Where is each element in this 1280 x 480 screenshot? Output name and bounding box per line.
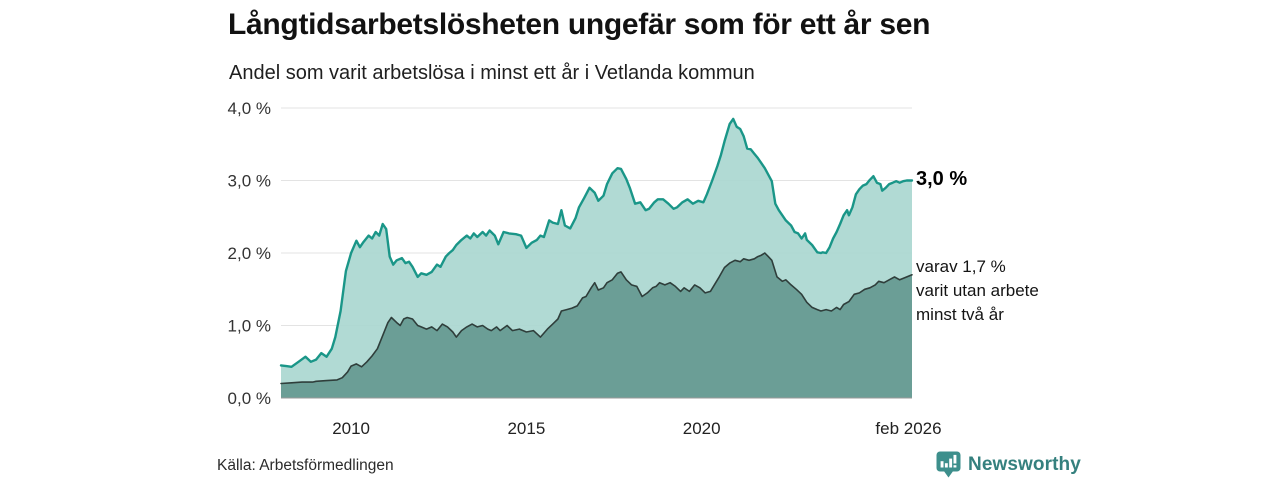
- newsworthy-bubble-chart-icon: [936, 451, 961, 478]
- x-tick-label: 2015: [507, 419, 545, 438]
- y-tick-label: 2,0 %: [228, 244, 271, 263]
- page-title: Långtidsarbetslösheten ungefär som för e…: [228, 8, 931, 41]
- x-tick-label: 2010: [332, 419, 370, 438]
- subset-annotation-line: varit utan arbete: [916, 281, 1039, 300]
- source-note: Källa: Arbetsförmedlingen: [217, 457, 394, 474]
- subset-annotation-line: minst två år: [916, 305, 1004, 324]
- y-tick-label: 3,0 %: [228, 172, 271, 191]
- y-tick-label: 4,0 %: [228, 99, 271, 118]
- y-tick-label: 1,0 %: [228, 317, 271, 336]
- newsworthy-logo: Newsworthy: [936, 451, 1081, 478]
- x-tick-label: 2020: [683, 419, 721, 438]
- newsworthy-wordmark: Newsworthy: [968, 453, 1081, 475]
- subset-annotation: varav 1,7 % varit utan arbete minst två …: [916, 255, 1039, 327]
- total-line: [279, 117, 914, 368]
- subset-line: [280, 252, 913, 385]
- x-tick-label: feb 2026: [875, 419, 941, 438]
- y-tick-label: 0,0 %: [228, 389, 271, 408]
- subset-annotation-line: varav 1,7 %: [916, 257, 1006, 276]
- latest-value-label: 3,0 %: [916, 168, 968, 190]
- chart-subtitle: Andel som varit arbetslösa i minst ett å…: [229, 62, 755, 84]
- subset-area: [281, 253, 912, 398]
